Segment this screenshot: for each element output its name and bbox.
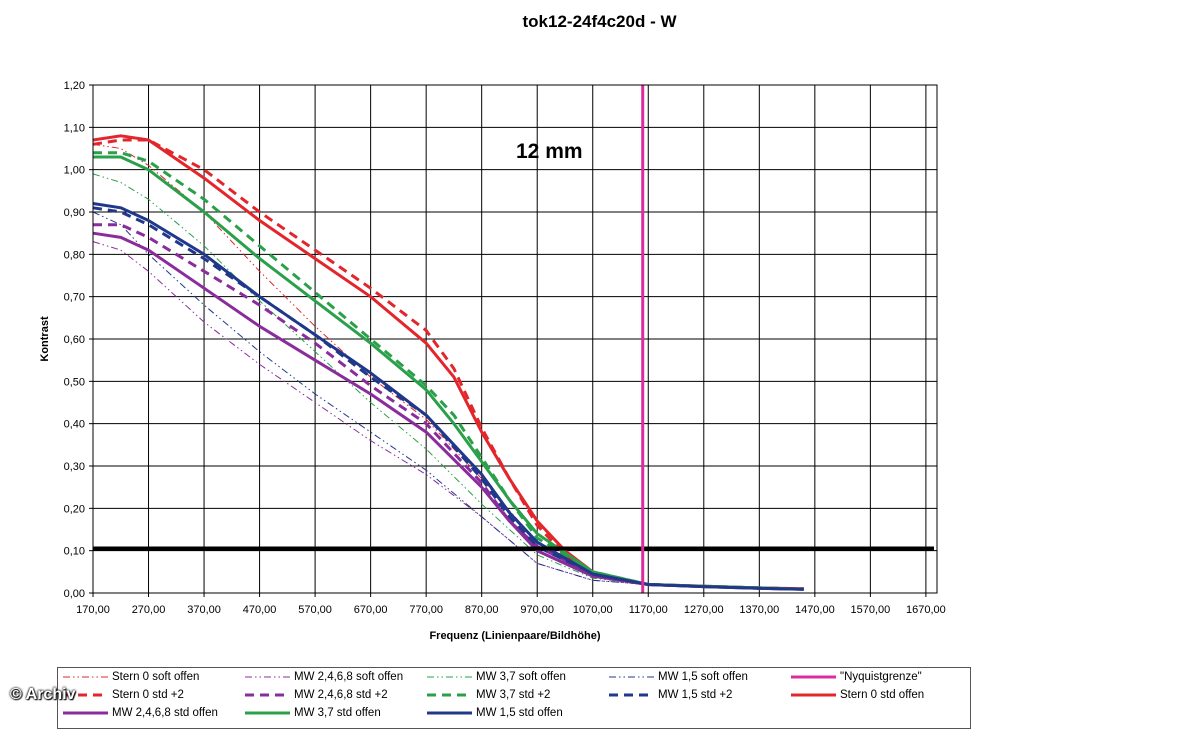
legend-label: MW 2,4,6,8 soft offen — [294, 671, 404, 683]
legend-swatch — [609, 693, 654, 697]
series-lines — [92, 134, 804, 591]
legend-label: MW 3,7 std offen — [294, 707, 381, 719]
focal-length-annotation: 12 mm — [516, 140, 583, 163]
series-line — [92, 211, 804, 590]
x-tick-label: 370,00 — [187, 604, 221, 616]
legend-swatch — [427, 676, 472, 678]
x-tick-label: 1370,00 — [739, 604, 779, 616]
legend-swatch — [63, 676, 108, 678]
y-tick-label: 0,40 — [64, 419, 85, 431]
legend-swatch — [63, 711, 108, 715]
plot-area-frame — [92, 84, 938, 594]
reference-lines — [93, 85, 934, 593]
legend-swatch — [609, 676, 654, 678]
chart-title: tok12-24f4c20d - W — [522, 12, 677, 31]
series-line — [93, 155, 804, 591]
y-axis-label: Kontrast — [39, 316, 51, 362]
legend-swatch — [63, 693, 108, 697]
x-tick-label: 770,00 — [409, 604, 443, 616]
legend-label: MW 3,7 std +2 — [476, 689, 551, 701]
series-line — [92, 231, 804, 591]
y-tick-label: 1,00 — [64, 165, 85, 177]
y-tick-label: 0,70 — [64, 292, 85, 304]
chart-legend: Stern 0 soft offen MW 2,4,6,8 soft offen… — [57, 667, 971, 729]
legend-swatch — [791, 675, 836, 679]
y-tick-labels: 0,00 0,10 0,20 0,30 0,40 0,50 0,60 0,70 0,80 0,90… — [64, 80, 85, 600]
x-tick-label: 270,00 — [132, 604, 166, 616]
legend-label: MW 1,5 std +2 — [658, 689, 733, 701]
legend-swatch — [427, 711, 472, 715]
x-tick-label: 1670,00 — [906, 604, 946, 616]
x-tick-label: 170,00 — [76, 604, 110, 616]
legend-swatch — [245, 676, 290, 678]
x-tick-labels: 170,00 270,00 370,00 470,00 570,00 670,00 770,… — [76, 604, 946, 616]
grid — [89, 84, 937, 597]
legend-swatch — [791, 693, 836, 697]
y-tick-label: 0,10 — [64, 546, 85, 558]
legend-swatch — [245, 711, 290, 715]
legend-label: Stern 0 std +2 — [112, 689, 184, 701]
y-tick-label: 0,30 — [64, 461, 85, 473]
y-tick-label: 0,20 — [64, 503, 85, 515]
legend-label: Stern 0 soft offen — [112, 671, 200, 683]
y-tick-label: 0,80 — [64, 249, 85, 261]
x-tick-label: 470,00 — [243, 604, 277, 616]
x-axis-label: Frequenz (Linienpaare/Bildhöhe) — [429, 630, 600, 642]
legend-swatch — [245, 693, 290, 697]
series-line — [92, 134, 804, 591]
x-tick-label: 970,00 — [520, 604, 554, 616]
y-tick-label: 0,50 — [64, 376, 85, 388]
y-tick-label: 1,10 — [64, 122, 85, 134]
y-tick-label: 0,60 — [64, 334, 85, 346]
x-tick-label: 1570,00 — [850, 604, 890, 616]
legend-label: MW 1,5 soft offen — [658, 671, 748, 683]
x-tick-label: 1070,00 — [573, 604, 613, 616]
x-tick-label: 1270,00 — [684, 604, 724, 616]
y-tick-label: 0,00 — [64, 588, 85, 600]
series-line — [92, 143, 804, 590]
legend-swatch — [427, 693, 472, 697]
legend-label: MW 2,4,6,8 std +2 — [294, 689, 388, 701]
legend-label: MW 2,4,6,8 std offen — [112, 707, 218, 719]
y-tick-label: 0,90 — [64, 207, 85, 219]
x-tick-label: 1170,00 — [629, 604, 668, 616]
x-tick-label: 870,00 — [465, 604, 499, 616]
copyright-watermark: © Archiv — [10, 686, 76, 703]
x-tick-label: 670,00 — [354, 604, 388, 616]
series-line — [93, 223, 804, 591]
y-tick-label: 1,20 — [64, 80, 85, 92]
x-tick-label: 570,00 — [298, 604, 332, 616]
x-tick-label: 1470,00 — [795, 604, 835, 616]
series-line — [92, 206, 804, 591]
legend-label: Stern 0 std offen — [840, 689, 925, 701]
legend-label: "Nyquistgrenze" — [840, 671, 922, 683]
legend-label: MW 3,7 soft offen — [476, 671, 566, 683]
series-line — [92, 202, 804, 591]
legend-label: MW 1,5 std offen — [476, 707, 563, 719]
